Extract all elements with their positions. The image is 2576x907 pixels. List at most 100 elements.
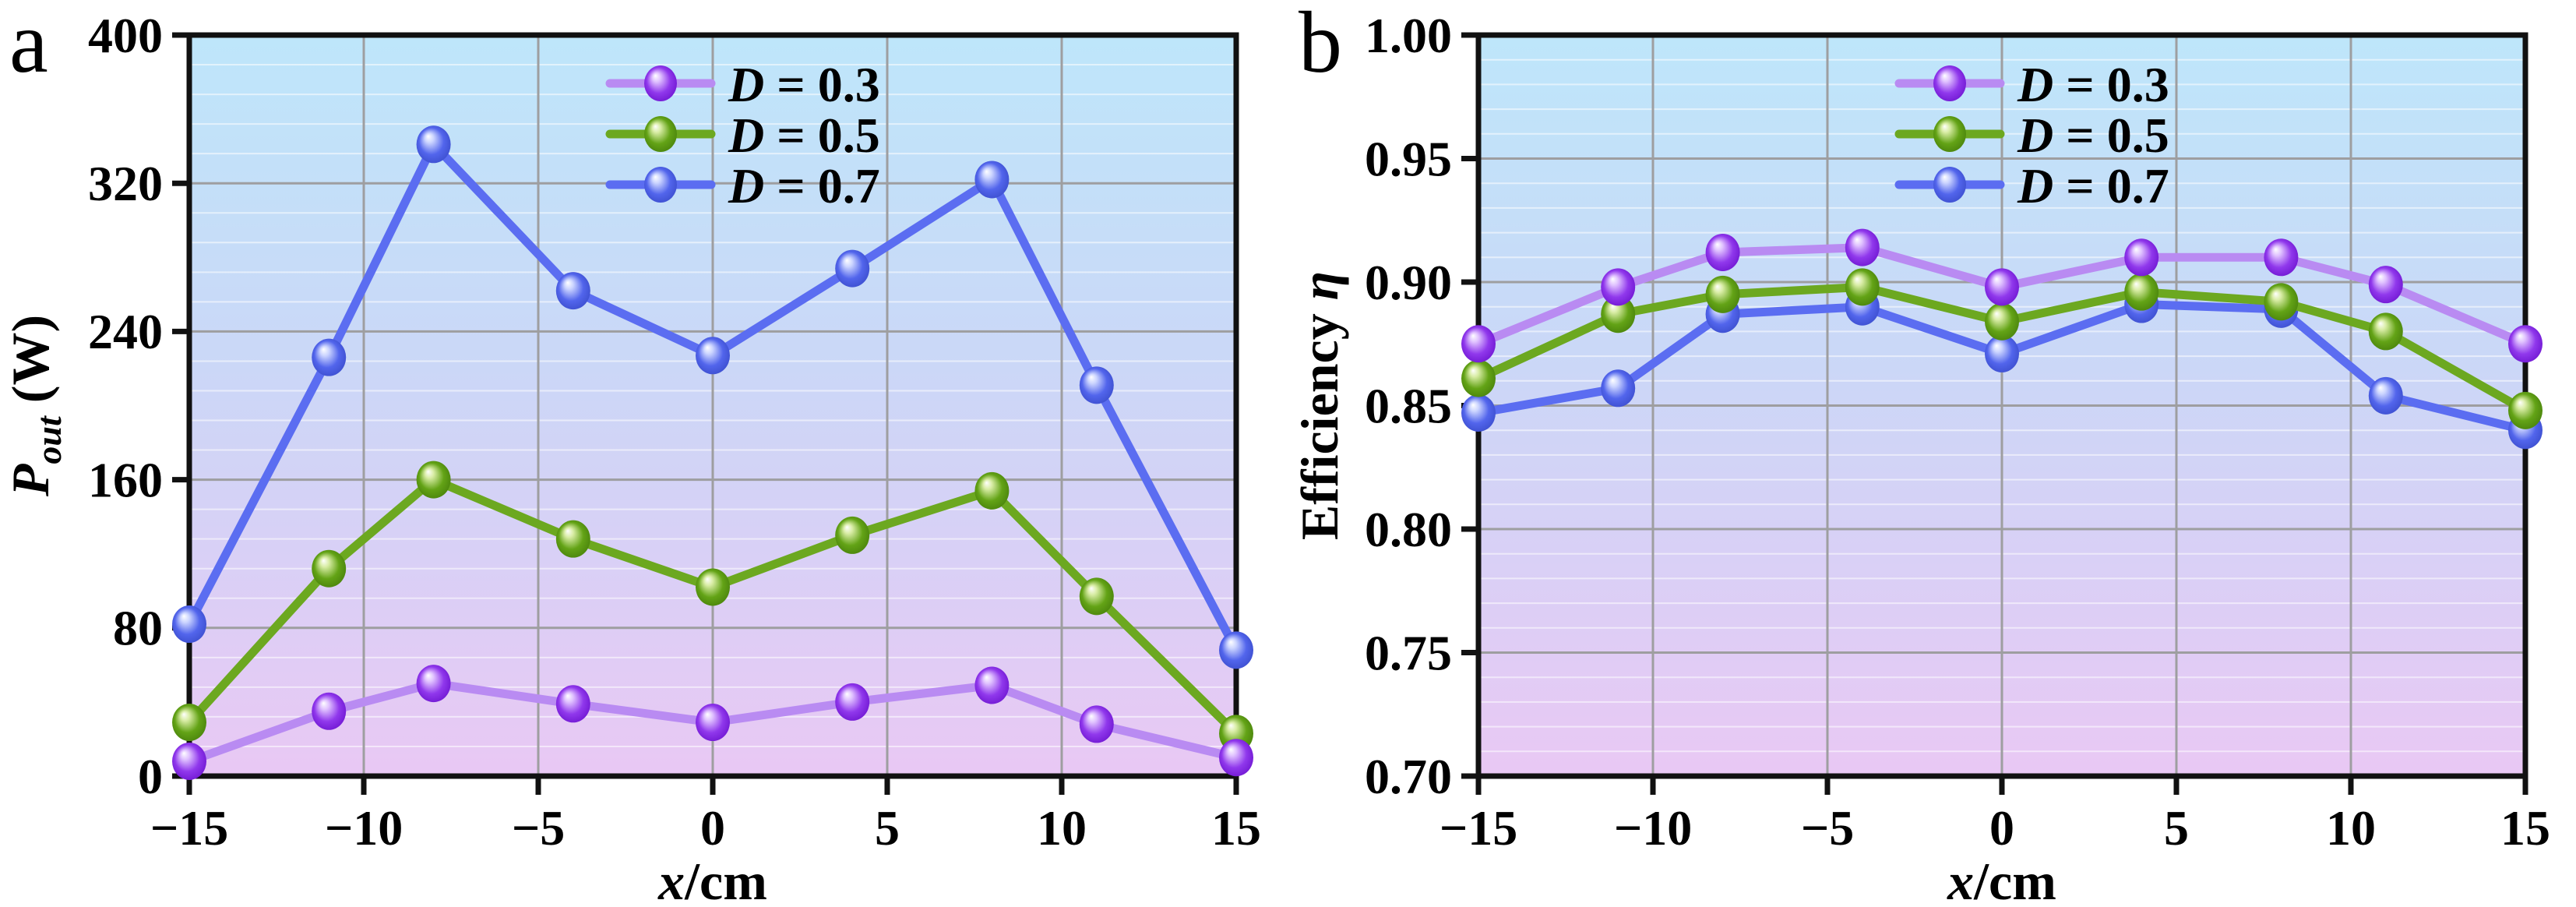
data-point xyxy=(555,685,590,723)
data-point xyxy=(2508,391,2543,429)
legend: D = 0.3D = 0.5D = 0.7 xyxy=(1894,57,2169,214)
data-point xyxy=(1601,369,1636,408)
x-tick-label: −15 xyxy=(150,800,228,856)
data-point xyxy=(835,683,870,721)
y-tick-label: 0.75 xyxy=(1365,625,1452,680)
data-point xyxy=(416,665,451,703)
x-tick-label: 10 xyxy=(1037,800,1087,856)
y-tick-labels: 0.70 0.75 0.80 0.85 0.90 0.95 1.00 xyxy=(1365,8,1452,804)
x-tick-labels: −15 −10 −5 0 5 10 15 xyxy=(1440,800,2550,856)
y-tick-label: 0.85 xyxy=(1365,378,1452,433)
legend-label: D = 0.5 xyxy=(2017,108,2169,163)
legend-marker-ball xyxy=(644,167,677,203)
axis-ticks xyxy=(172,32,1239,795)
panel-b: 0.70 0.75 0.80 0.85 0.90 0.95 1.00 −15 −10 −5 0 5 10… xyxy=(1289,0,2576,907)
data-point xyxy=(172,742,206,780)
y-tick-label: 400 xyxy=(88,8,163,63)
data-point xyxy=(2508,325,2543,363)
data-point xyxy=(2264,238,2299,277)
panel-a: 0 80 160 240 320 400 −15 −10 −5 0 5 10 15 D = 0.3 D = … xyxy=(1,0,1261,907)
legend-item-D=0.5: D = 0.5 xyxy=(1894,108,2169,163)
data-point xyxy=(1079,366,1114,404)
data-point xyxy=(1219,739,1253,777)
y-tick-label: 240 xyxy=(88,304,163,359)
data-point xyxy=(696,337,730,375)
axis-ticks xyxy=(1461,32,2528,795)
data-point xyxy=(2264,283,2299,321)
data-point xyxy=(1461,394,1496,432)
y-tick-label: 80 xyxy=(113,601,163,656)
y-axis-title: Efficiency η xyxy=(1290,271,1349,540)
data-point xyxy=(1705,233,1740,271)
legend-label: D = 0.5 xyxy=(728,108,880,163)
data-point xyxy=(172,704,206,742)
data-point xyxy=(974,666,1010,704)
data-point xyxy=(1219,631,1253,669)
x-tick-label: 5 xyxy=(875,800,900,856)
series-D=0.3 xyxy=(172,665,1253,780)
x-axis-title: x/cm xyxy=(657,852,767,907)
data-point xyxy=(696,568,730,606)
data-point xyxy=(1985,334,2019,372)
data-point xyxy=(1079,705,1114,743)
legend-marker-ball xyxy=(1933,116,1966,152)
data-point xyxy=(1601,268,1636,306)
series-D=0.3 xyxy=(1461,228,2543,363)
x-tick-label: −10 xyxy=(1614,800,1692,856)
data-point xyxy=(1461,325,1496,363)
data-point xyxy=(974,161,1010,199)
data-point xyxy=(2368,376,2403,415)
series-D=0.5 xyxy=(1461,268,2543,429)
data-point xyxy=(835,516,870,554)
legend-item-D=0.3: D = 0.3 xyxy=(1894,57,2169,112)
legend-marker-ball xyxy=(1933,167,1966,203)
y-tick-label: 160 xyxy=(88,452,163,507)
data-point xyxy=(312,549,347,588)
legend-item-D=0.7: D = 0.7 xyxy=(605,158,880,214)
legend-item-D=0.5: D = 0.5 xyxy=(605,108,880,163)
x-axis-title: x/cm xyxy=(1947,852,2056,907)
legend-label: D = 0.3 xyxy=(728,57,880,112)
data-point xyxy=(2368,266,2403,304)
data-point xyxy=(555,272,590,310)
data-point xyxy=(555,520,590,558)
legend-marker-ball xyxy=(644,116,677,152)
data-point xyxy=(312,692,347,730)
x-tick-label: 5 xyxy=(2164,800,2189,856)
legend-marker-ball xyxy=(644,65,677,101)
plot-border xyxy=(186,32,1239,779)
data-point xyxy=(1601,295,1636,334)
series-D=0.7 xyxy=(172,125,1253,669)
legend-item-D=0.3: D = 0.3 xyxy=(605,57,880,112)
y-tick-label: 320 xyxy=(88,156,163,211)
data-point xyxy=(696,704,730,742)
legend-label: D = 0.3 xyxy=(2017,57,2169,112)
data-point xyxy=(416,125,451,164)
gridlines-major xyxy=(1478,35,2525,776)
y-tick-labels: 0 80 160 240 320 400 xyxy=(88,8,163,804)
data-point xyxy=(1845,268,1880,306)
legend-label: D = 0.7 xyxy=(2017,158,2169,214)
panel-label-a: a xyxy=(9,0,48,91)
legend-label: D = 0.7 xyxy=(728,158,880,214)
panel-label-b: b xyxy=(1299,0,1342,91)
y-tick-label: 0.95 xyxy=(1365,131,1452,186)
series-D=0.5 xyxy=(172,461,1253,753)
data-point xyxy=(974,471,1010,510)
data-point xyxy=(1845,228,1880,266)
chart-b-efficiency-vs-x: 0.70 0.75 0.80 0.85 0.90 0.95 1.00 −15 −10 −5 0 5 10… xyxy=(1290,0,2550,907)
data-point xyxy=(1985,268,2019,306)
data-point xyxy=(1985,302,2019,341)
y-tick-label: 1.00 xyxy=(1365,8,1452,63)
x-tick-label: 0 xyxy=(1989,800,2014,856)
legend-marker-ball xyxy=(1933,65,1966,101)
x-tick-labels: −15 −10 −5 0 5 10 15 xyxy=(150,800,1261,856)
x-tick-label: 10 xyxy=(2326,800,2376,856)
data-point xyxy=(835,249,870,288)
data-point xyxy=(1461,359,1496,397)
x-tick-label: −5 xyxy=(512,800,565,856)
y-axis-title: Pout (W) xyxy=(1,315,69,497)
x-tick-label: −10 xyxy=(325,800,403,856)
